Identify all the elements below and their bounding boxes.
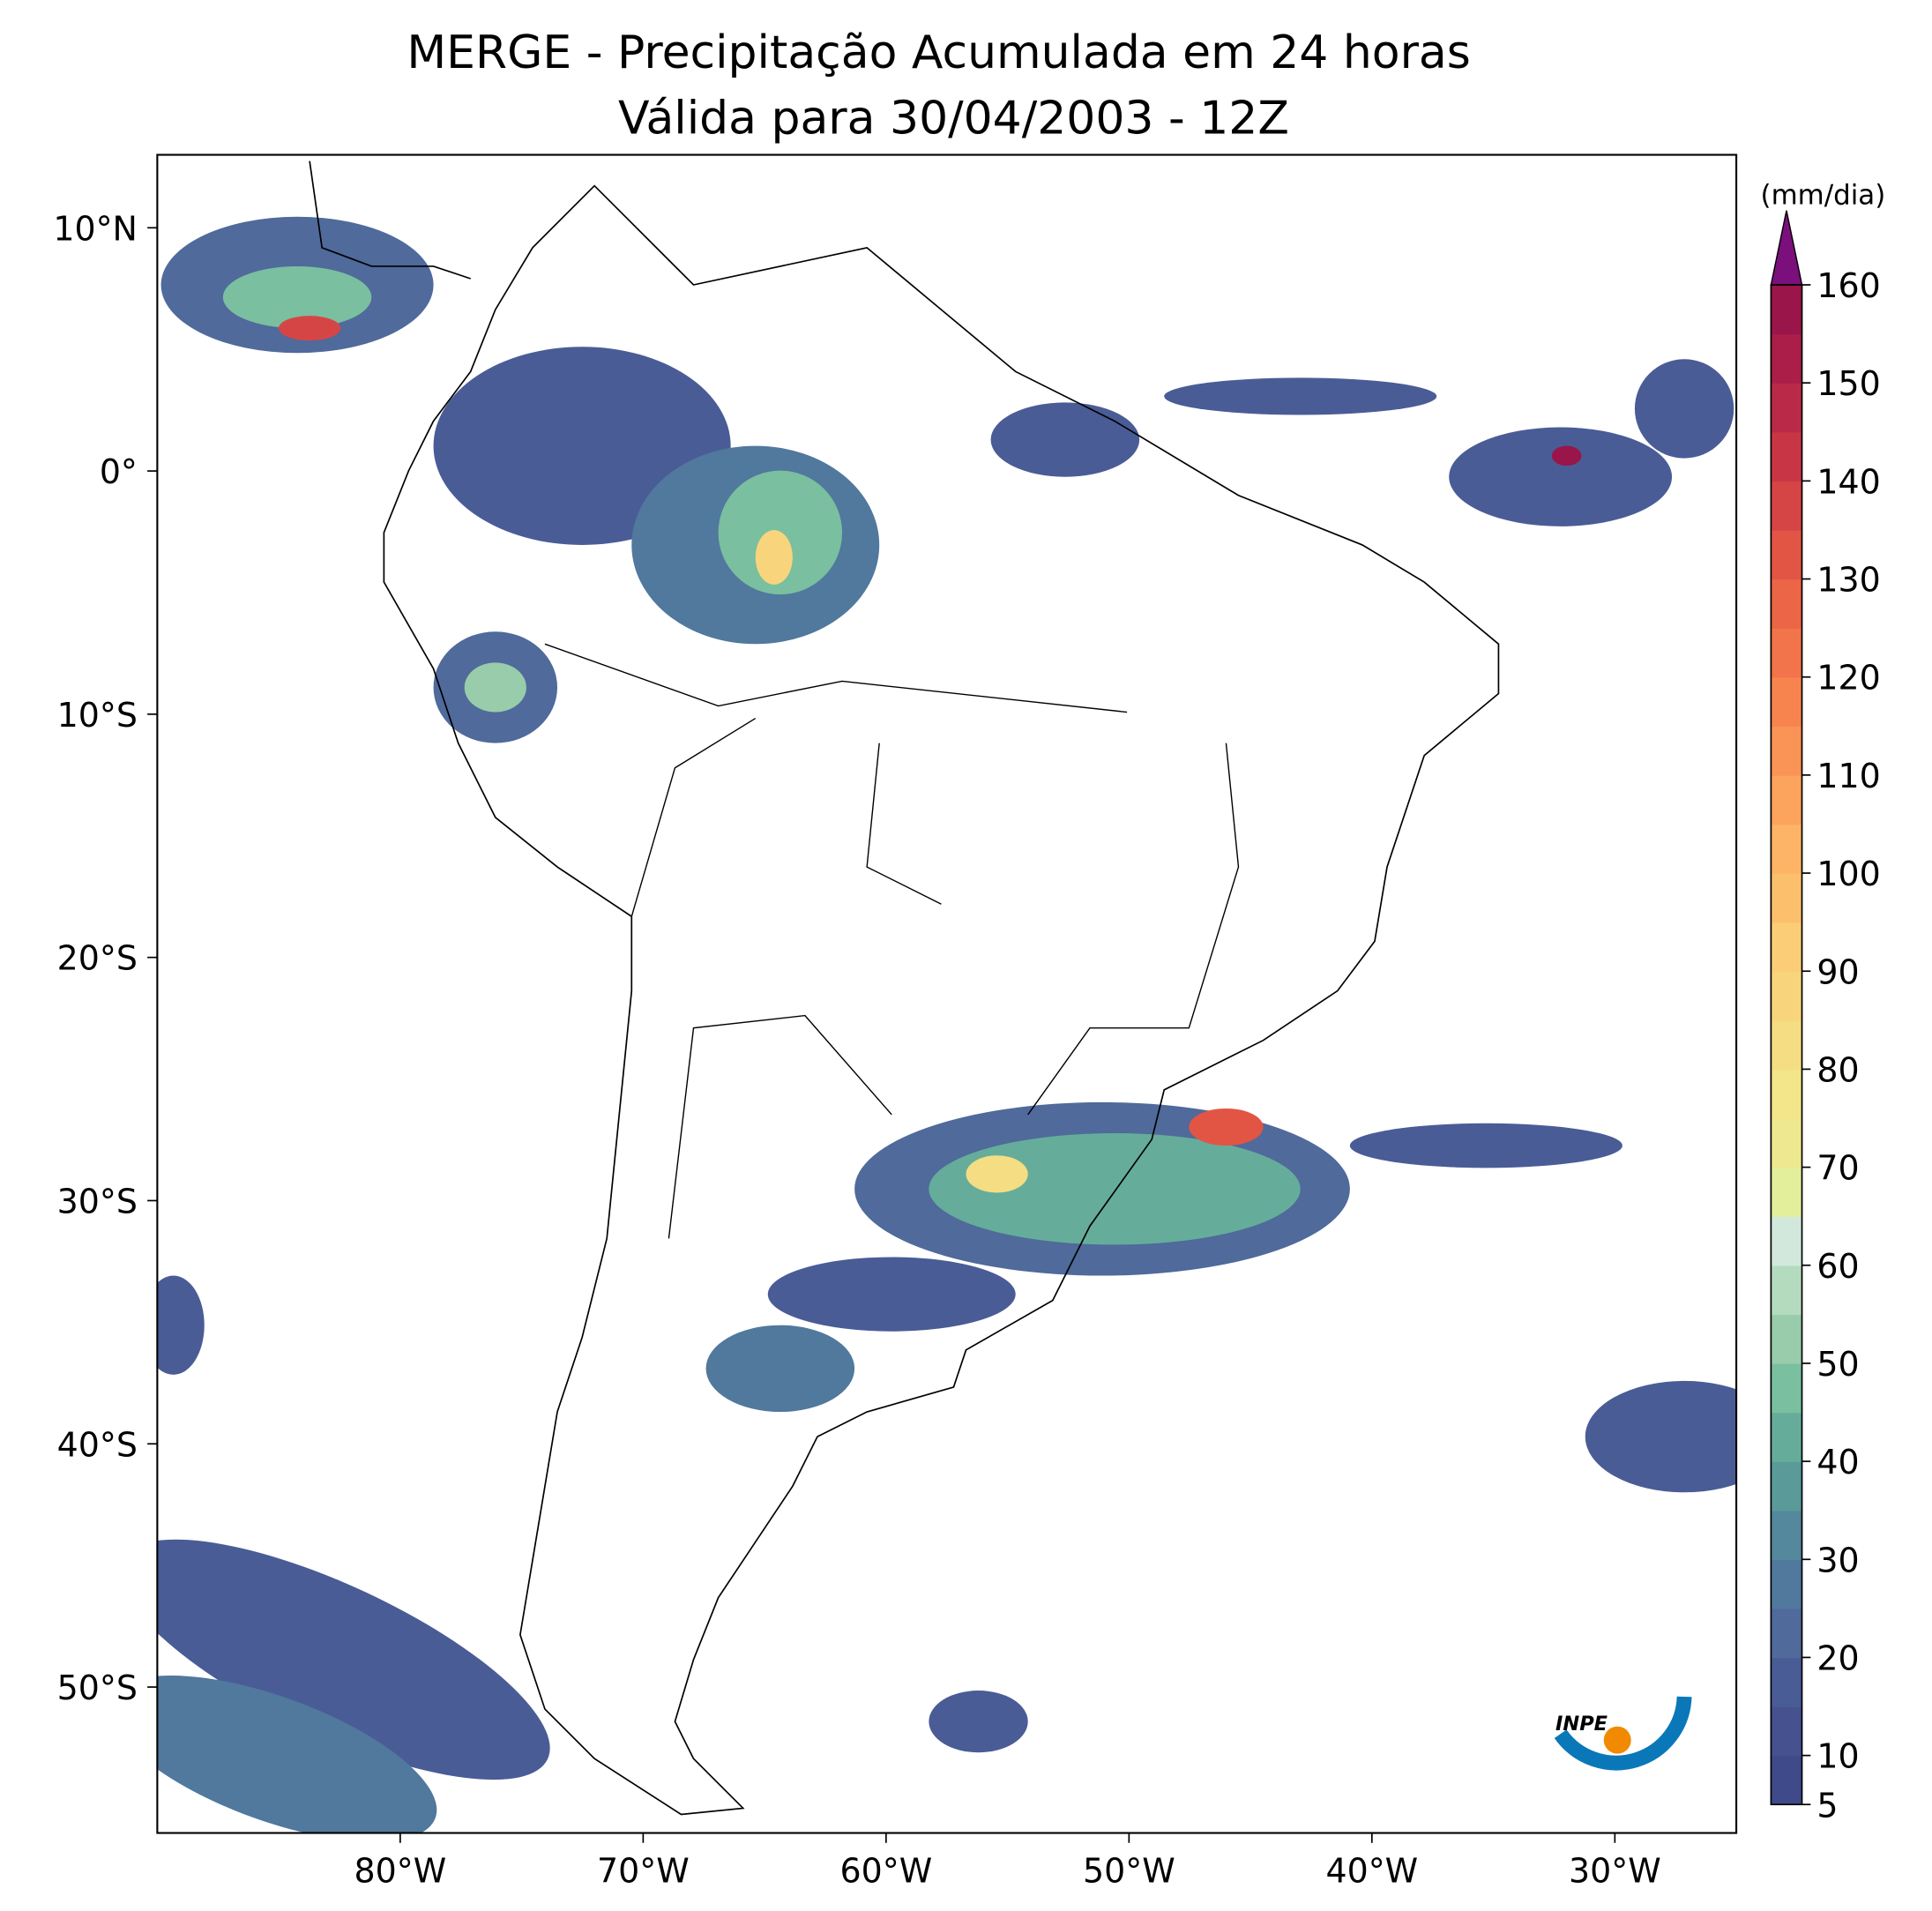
colorbar-extend	[1770, 210, 1803, 286]
y-tick-label: 30°S	[57, 1183, 138, 1221]
y-tick-label: 0°	[100, 452, 138, 491]
rain-core	[1551, 445, 1582, 467]
colorbar-tick-label: 110	[1816, 757, 1880, 795]
rain-area	[929, 1133, 1301, 1245]
map-frame	[156, 153, 1738, 1834]
rain-area	[1164, 377, 1437, 415]
rain-area	[1349, 1123, 1622, 1168]
colorbar-band	[1771, 1216, 1802, 1266]
colorbar-band	[1771, 481, 1802, 531]
colorbar-tick-label: 40	[1816, 1443, 1859, 1482]
colorbar-tick-label: 130	[1816, 561, 1880, 600]
y-tick-label: 10°N	[53, 209, 138, 248]
colorbar-tick-label: 100	[1816, 855, 1880, 893]
rain-area	[1634, 359, 1734, 459]
rain-area	[464, 662, 526, 713]
colorbar-band	[1771, 383, 1802, 433]
rain-area	[1585, 1380, 1737, 1493]
rain-area	[767, 1257, 1016, 1332]
colorbar-tick-label: 90	[1816, 952, 1859, 991]
rain-area	[929, 1691, 1028, 1753]
logo: INPE	[1554, 1696, 1692, 1771]
colorbar-tick-label: 10	[1816, 1737, 1859, 1776]
colorbar-tick-label: 140	[1816, 462, 1880, 501]
colorbar-frame	[1770, 284, 1803, 1806]
colorbar-band	[1771, 1608, 1802, 1659]
colorbar-tick-label: 60	[1816, 1247, 1859, 1286]
x-tick-label: 60°W	[840, 1852, 933, 1891]
colorbar-band	[1771, 1362, 1802, 1414]
colorbar-band	[1771, 1314, 1802, 1364]
colorbar-band	[1771, 824, 1802, 874]
colorbar-band	[1771, 333, 1802, 384]
colorbar-tick-label: 5	[1816, 1786, 1838, 1825]
colorbar-band	[1771, 1069, 1802, 1119]
rain-area	[157, 1676, 437, 1833]
y-tick-label: 50°S	[57, 1668, 138, 1707]
colorbar-band	[1771, 1510, 1802, 1560]
colorbar-band	[1771, 628, 1802, 678]
colorbar-band	[1771, 1117, 1802, 1168]
rain-area	[1449, 427, 1673, 526]
colorbar-band	[1771, 726, 1802, 776]
colorbar-band	[1771, 873, 1802, 923]
map-subtitle: Válida para 30/04/2003 - 12Z	[618, 93, 1289, 146]
colorbar-band	[1771, 579, 1802, 629]
rain-area	[990, 402, 1140, 477]
colorbar-band	[1771, 971, 1802, 1021]
colorbar-band	[1771, 1412, 1802, 1462]
y-tick-label: 10°S	[57, 696, 138, 735]
y-tick-label: 40°S	[57, 1425, 138, 1464]
rain-area	[705, 1325, 855, 1413]
rain-area	[157, 1275, 205, 1375]
colorbar-tick-label: 80	[1816, 1050, 1859, 1089]
x-tick-label: 70°W	[597, 1852, 690, 1891]
colorbar-band	[1771, 1559, 1802, 1609]
colorbar-band	[1771, 529, 1802, 580]
x-tick-label: 80°W	[354, 1852, 447, 1891]
logo-arc	[1554, 1696, 1692, 1771]
colorbar-label: (mm/dia)	[1761, 180, 1886, 212]
colorbar-tick-label: 120	[1816, 659, 1880, 698]
colorbar-band	[1771, 1755, 1802, 1805]
colorbar-band	[1771, 1265, 1802, 1316]
colorbar-band	[1771, 676, 1802, 728]
colorbar-band	[1771, 1019, 1802, 1071]
rain-core	[1189, 1108, 1264, 1146]
x-tick-label: 40°W	[1326, 1852, 1419, 1891]
x-tick-label: 50°W	[1083, 1852, 1175, 1891]
rain-core	[279, 316, 341, 341]
logo-dot	[1603, 1726, 1631, 1754]
colorbar-tick-label: 20	[1816, 1639, 1859, 1678]
rain-area	[157, 1539, 550, 1780]
colorbar-band	[1771, 1657, 1802, 1707]
border	[544, 643, 1240, 1239]
rain-area	[222, 265, 372, 329]
rain-core	[755, 530, 793, 585]
coastline	[309, 160, 1500, 1816]
colorbar-band	[1771, 431, 1802, 482]
x-tick-label: 30°W	[1569, 1852, 1661, 1891]
map-title: MERGE - Precipitação Acumulada em 24 hor…	[407, 26, 1471, 79]
colorbar-band	[1771, 922, 1802, 972]
colorbar-band	[1771, 1461, 1802, 1512]
colorbar-tick-label: 50	[1816, 1345, 1859, 1384]
colorbar-band	[1771, 1706, 1802, 1757]
y-tick-label: 20°S	[57, 939, 138, 978]
logo-text: INPE	[1555, 1713, 1608, 1736]
precipitation-field	[157, 216, 1737, 1833]
colorbar-band	[1771, 1167, 1802, 1217]
colorbar-band	[1771, 774, 1802, 825]
colorbar-tick-label: 70	[1816, 1149, 1859, 1188]
colorbar-tick-label: 160	[1816, 266, 1880, 305]
colorbar-band	[1771, 285, 1802, 335]
colorbar-tick-label: 30	[1816, 1541, 1859, 1579]
rain-core	[966, 1155, 1028, 1193]
colorbar-tick-label: 150	[1816, 364, 1880, 403]
